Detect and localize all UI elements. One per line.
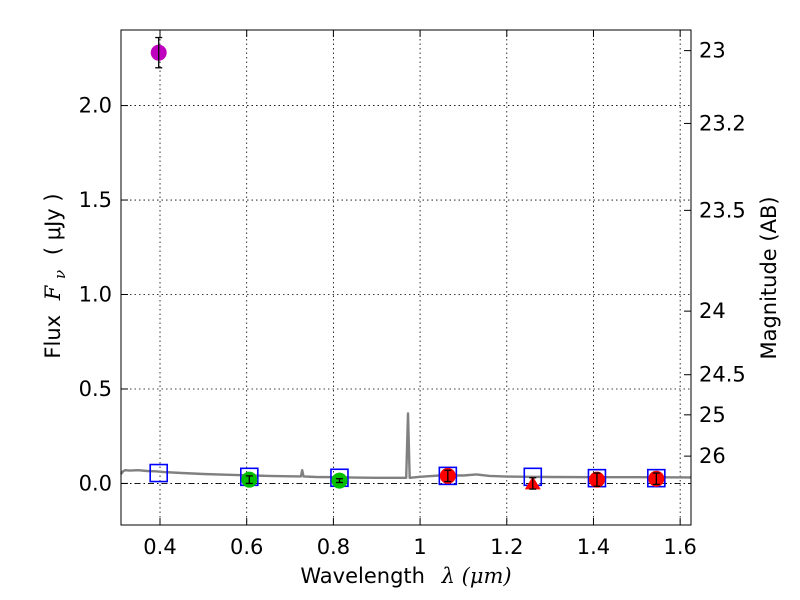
model-spectrum <box>120 412 692 479</box>
y2-tick-label: 23 <box>699 39 726 63</box>
y-tick-label: 0.0 <box>79 471 112 495</box>
y-axis-label: Flux <box>41 315 65 359</box>
y-axis-symbol: F <box>41 284 65 301</box>
y-tick-label: 1.0 <box>79 283 112 307</box>
x-tick-label: 1.4 <box>577 535 610 559</box>
model-flux-marker <box>438 466 458 486</box>
x-tick-label: 0.8 <box>317 535 350 559</box>
y-axis-subscript: ν <box>51 270 69 279</box>
y-axis-unit: ( μJy ) <box>41 193 65 255</box>
spectrum-line <box>120 412 692 479</box>
x-tick-label: 0.6 <box>230 535 263 559</box>
y-tick-label: 2.0 <box>79 94 112 118</box>
y-axis-title: Flux F ν ( μJy ) <box>41 193 70 358</box>
y2-tick-label: 23.5 <box>699 198 746 222</box>
x-axis-symbol: λ (μm) <box>441 564 512 588</box>
x-tick-label: 1.6 <box>663 535 696 559</box>
x-axis-label: Wavelength <box>300 564 425 588</box>
y2-axis-title: Magnitude (AB) <box>757 196 781 359</box>
x-tick-label: 1.2 <box>490 535 523 559</box>
y-tick-label: 1.5 <box>79 188 112 212</box>
model-flux-marker <box>149 463 169 483</box>
y2-tick-label: 24.5 <box>699 363 746 387</box>
y2-tick-label: 23.2 <box>699 111 746 135</box>
plot-frame <box>120 29 692 526</box>
y2-tick-label: 25 <box>699 403 726 427</box>
observed-photometry <box>150 36 665 490</box>
model-photometry <box>149 463 666 488</box>
x-tick-label: 1 <box>413 535 426 559</box>
axis-ticks: 0.4 0.6 0.8 1 1.2 1.4 1.6 0.0 0.5 1.0 1.5 2.0 23 23.2… <box>79 30 746 559</box>
x-axis-title: Wavelength λ (μm) <box>300 564 511 588</box>
y-tick-label: 0.5 <box>79 377 112 401</box>
y2-tick-label: 26 <box>699 444 726 468</box>
grid-lines <box>121 30 691 525</box>
y2-tick-label: 24 <box>699 299 726 323</box>
x-tick-label: 0.4 <box>143 535 176 559</box>
